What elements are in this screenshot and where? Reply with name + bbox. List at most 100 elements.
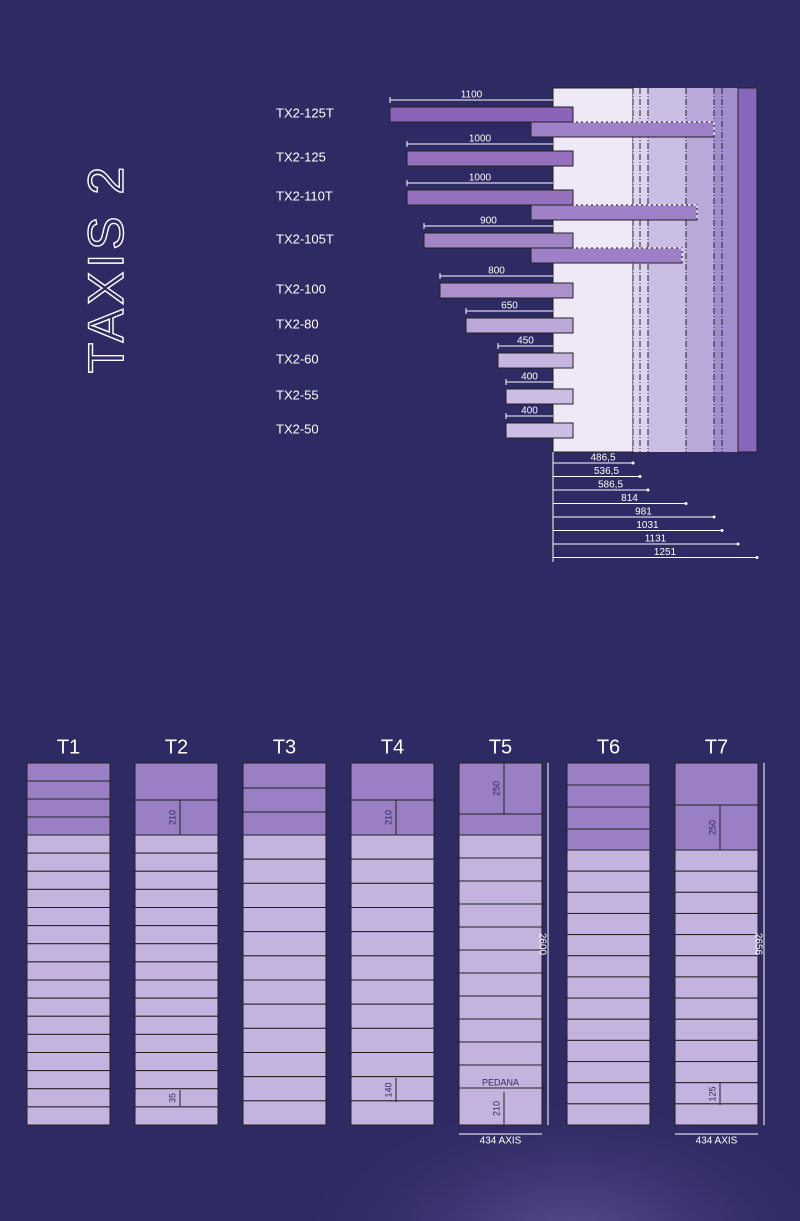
panel-row: [242, 907, 327, 933]
title: TAXIS 2: [78, 163, 134, 373]
top-height-label: 250: [707, 820, 717, 835]
top-height-label: 250: [491, 781, 501, 796]
panel-title: T3: [273, 736, 296, 758]
panel-row: [26, 907, 111, 927]
panel-row: [26, 1106, 111, 1126]
panel-top-row: [458, 813, 543, 836]
panel-row: [458, 857, 543, 882]
model-bar: [406, 150, 574, 167]
width-label: 434 AXIS: [696, 1136, 738, 1147]
height-label: 2600: [536, 933, 547, 956]
panel-row: [674, 955, 759, 978]
panel-row: [134, 943, 219, 963]
panel-row: [26, 925, 111, 945]
model-bar: [465, 317, 574, 334]
panel-top-row: [566, 784, 651, 808]
panel-row: [242, 834, 327, 860]
panel-row: [26, 1052, 111, 1072]
panel-row: [26, 852, 111, 872]
panel-row: [458, 926, 543, 951]
panel-top-row: [350, 799, 435, 836]
panel-row: [566, 1061, 651, 1084]
panel-row: [566, 891, 651, 914]
depth-lines: [632, 88, 739, 452]
panel-title: T1: [57, 736, 80, 758]
panel-row: [566, 976, 651, 999]
panel-row: [26, 834, 111, 854]
panel-row: [674, 1103, 759, 1126]
model-label: TX2-60: [276, 351, 319, 366]
model-bar: [423, 232, 574, 249]
panel-row: [458, 1018, 543, 1043]
model-diagram: TX2-125T 1100 TX2-125 1000 TX2-110T 1000 TX2-1…: [276, 87, 759, 562]
panel-row: [134, 834, 219, 854]
model-label: TX2-105T: [276, 231, 334, 246]
length-label: 1100: [461, 90, 483, 101]
panel-row: [134, 907, 219, 927]
depth-band: [686, 88, 714, 452]
panel-row: [674, 849, 759, 872]
length-label: 1000: [469, 134, 492, 145]
panel-row: [26, 997, 111, 1017]
panel-row: [350, 1003, 435, 1029]
panel-row: [242, 1003, 327, 1029]
height-label: 2656: [752, 933, 763, 956]
panel-row: [350, 931, 435, 957]
panel-row: [26, 1033, 111, 1053]
panel-top-row: [458, 762, 543, 815]
panel-top-row: [674, 762, 759, 806]
panel-row: [134, 1070, 219, 1090]
panel-top-row: [566, 828, 651, 851]
depth-end: [755, 556, 759, 559]
panel-row: [134, 1015, 219, 1035]
panel-top-row: [566, 762, 651, 786]
panel-row: [26, 870, 111, 890]
panel-top-row: [566, 806, 651, 830]
depth-label: 814: [621, 493, 638, 504]
panel-row: [350, 1052, 435, 1078]
panel-title: T2: [165, 736, 188, 758]
panel-row: [350, 1076, 435, 1102]
panel-top-row: [26, 762, 111, 782]
top-height-label: 210: [167, 810, 177, 825]
model-label: TX2-80: [276, 316, 319, 331]
panel-row: [566, 934, 651, 957]
panel-top-row: [350, 762, 435, 801]
model-bar: [505, 422, 574, 439]
depth-end: [736, 542, 740, 546]
length-label: 450: [517, 336, 534, 347]
length-label: 400: [521, 406, 538, 417]
model-bar: [389, 106, 574, 123]
panel-top-row: [26, 816, 111, 836]
panel-row: [242, 1100, 327, 1126]
panel-row: [674, 891, 759, 914]
panel-row: [566, 955, 651, 978]
panel-row: [26, 1088, 111, 1108]
model-label: TX2-125: [276, 149, 326, 164]
panel-row: [242, 1076, 327, 1102]
panel-row: [134, 1106, 219, 1126]
width-label: 434 AXIS: [480, 1136, 522, 1147]
panel-row: [458, 1041, 543, 1066]
depth-label: 1131: [645, 534, 667, 545]
depth-end: [646, 488, 650, 492]
panel-row: [26, 943, 111, 963]
panel-row: [674, 976, 759, 999]
panel-row: [458, 903, 543, 928]
length-label: 650: [501, 301, 518, 312]
panel-title: T5: [489, 736, 512, 758]
panel-top-row: [674, 804, 759, 851]
model-bar: [497, 352, 574, 369]
panel-row: [350, 907, 435, 933]
panel-row: [674, 1018, 759, 1041]
panel-row: [674, 870, 759, 893]
panel-row: [26, 979, 111, 999]
panel-row: [566, 1082, 651, 1105]
panel-row: [566, 1103, 651, 1126]
length-label: 400: [521, 372, 538, 383]
panel-row: [134, 1052, 219, 1072]
panel-row: [350, 979, 435, 1005]
length-label: 1000: [469, 173, 492, 184]
panel-row: [242, 858, 327, 884]
